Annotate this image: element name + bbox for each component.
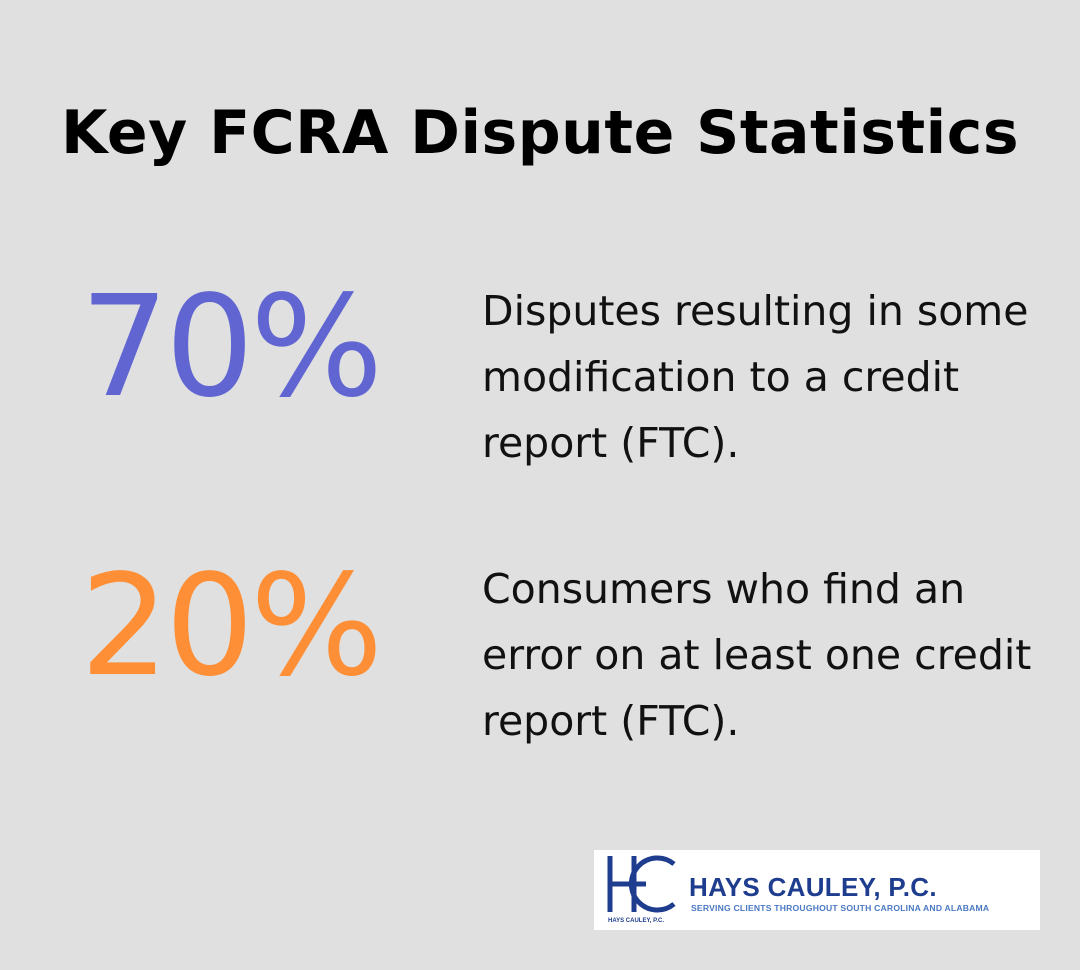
hays-cauley-logo: HAYS CAULEY, P.C. SERVING CLIENTS THROUG…: [594, 850, 1040, 930]
logo-firm-name: HAYS CAULEY, P.C.: [689, 872, 937, 902]
page-title: Key FCRA Dispute Statistics: [60, 98, 1020, 168]
stat-description-2: Consumers who find an error on at least …: [482, 565, 1032, 745]
logo-tagline: SERVING CLIENTS THROUGHOUT SOUTH CAROLIN…: [691, 903, 990, 913]
logo-small-text: HAYS CAULEY, P.C.: [608, 918, 665, 924]
stat-description-1: Disputes resulting in some modification …: [482, 287, 1029, 467]
stat-value-70: 70%: [80, 266, 383, 429]
hc-monogram-icon: [607, 855, 676, 913]
stat-value-20: 20%: [80, 545, 383, 708]
